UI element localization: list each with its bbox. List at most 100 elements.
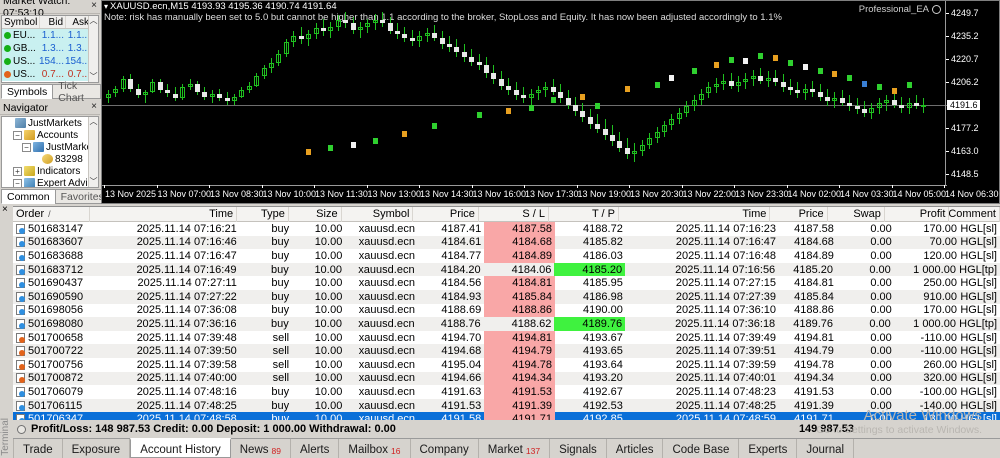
tree-expander-icon[interactable]: [31, 155, 40, 164]
tab-company[interactable]: Company: [411, 439, 479, 458]
order-type-icon: [16, 305, 25, 316]
column-header-open-price[interactable]: Price: [413, 207, 479, 222]
time-tick-label: 13 Nov 17:30: [524, 185, 579, 199]
tab-trade[interactable]: Trade: [13, 439, 63, 458]
account-history-table[interactable]: Order / Time Type Size Symbol Price S / L…: [13, 206, 1000, 420]
column-header-size[interactable]: Size: [289, 207, 342, 222]
order-cell: 501698056: [13, 304, 91, 318]
scroll-down-icon[interactable]: ﹀: [89, 177, 98, 186]
navigator-item-expert-advisor[interactable]: − Expert Advisor: [2, 177, 98, 187]
tree-expander-icon[interactable]: −: [13, 130, 22, 140]
table-row[interactable]: 501690590 2025.11.14 07:27:22 buy 10.00 xauu…: [13, 289, 1000, 304]
close-icon[interactable]: ×: [2, 204, 8, 215]
navigator-item-justmarkets[interactable]: JustMarkets: [2, 117, 98, 129]
table-row[interactable]: 501698056 2025.11.14 07:36:08 buy 10.00 xauu…: [13, 303, 1000, 318]
table-row[interactable]: 501698080 2025.11.14 07:36:16 buy 10.00 xauu…: [13, 317, 1000, 331]
open-time-cell: 2025.11.14 07:27:22: [136, 290, 237, 303]
tab-favorites[interactable]: Favorites: [54, 189, 110, 204]
chart-panel[interactable]: ▾ XAUUSD.ecn,M15 4193.93 4195.36 4190.74 …: [101, 0, 1000, 204]
comment-cell: HGL[sl]: [960, 249, 997, 262]
tree-expander-icon[interactable]: +: [13, 166, 22, 176]
tab-articles[interactable]: Articles: [607, 439, 664, 458]
table-row[interactable]: 501706079 2025.11.14 07:48:16 buy 10.00 xauu…: [13, 385, 1000, 399]
tab-code-base[interactable]: Code Base: [663, 439, 740, 458]
open-time-cell: 2025.11.14 07:39:50: [136, 345, 237, 358]
column-header-comment[interactable]: Comment: [949, 207, 1000, 222]
column-header-order[interactable]: Order /: [13, 207, 91, 222]
column-header-bid[interactable]: Bid: [40, 16, 66, 28]
tab-account-history[interactable]: Account History: [130, 438, 231, 458]
tab-signals[interactable]: Signals: [550, 439, 607, 458]
order-cell: 501683688: [13, 249, 91, 263]
tree-expander-icon[interactable]: −: [22, 142, 31, 152]
table-row[interactable]: 501690437 2025.11.14 07:27:11 buy 10.00 xauu…: [13, 276, 1000, 290]
column-header-symbol[interactable]: Symbol: [2, 16, 40, 28]
column-header-close-price[interactable]: Price: [770, 207, 828, 222]
scroll-up-icon[interactable]: ︿: [89, 16, 98, 25]
tab-market[interactable]: Market 137: [479, 439, 551, 458]
trade-marker-buy: [847, 75, 853, 81]
tab-mailbox[interactable]: Mailbox 16: [339, 439, 411, 458]
price-tick-label: 4148.5: [946, 169, 979, 179]
tree-expander-icon[interactable]: [4, 119, 13, 128]
column-header-swap[interactable]: Swap: [828, 207, 885, 222]
column-header-type[interactable]: Type: [237, 207, 289, 222]
summary-icon: [17, 424, 26, 434]
navigator-item-justmarket[interactable]: − JustMarket: [2, 141, 98, 153]
column-header-symbol[interactable]: Symbol: [342, 207, 414, 222]
market-watch-row[interactable]: US... 154... 154...: [2, 55, 98, 68]
table-row[interactable]: 501700756 2025.11.14 07:39:58 sell 10.00 xau…: [13, 357, 1000, 372]
tab-tick-chart[interactable]: Tick Chart: [52, 80, 101, 104]
tab-symbols[interactable]: Symbols: [1, 84, 54, 99]
table-row[interactable]: 501700872 2025.11.14 07:40:00 sell 10.00 xau…: [13, 371, 1000, 386]
scroll-up-icon[interactable]: ︿: [89, 117, 98, 126]
chevron-down-icon[interactable]: ▾: [104, 2, 109, 11]
time-tick-label: 14 Nov 02:00: [786, 185, 842, 199]
column-header-take-profit[interactable]: T / P: [549, 207, 620, 222]
tab-common[interactable]: Common: [1, 189, 56, 204]
order-cell: 501683712: [13, 263, 91, 277]
navigator-scrollbar[interactable]: ︿ ﹀: [88, 117, 98, 187]
navigator-item-accounts[interactable]: − Accounts: [2, 129, 98, 141]
market-watch-row[interactable]: EU... 1.1... 1.1...: [2, 29, 98, 42]
table-row[interactable]: 501683688 2025.11.14 07:16:47 buy 10.00 xauu…: [13, 249, 1000, 263]
market-watch-scrollbar[interactable]: ︿ ﹀: [88, 16, 98, 82]
market-watch-grid[interactable]: Symbol Bid Ask EU... 1.1... 1.1... GB... 1.3…: [1, 15, 99, 83]
market-watch-row[interactable]: US... 0.7... 0.7...: [2, 68, 98, 81]
column-header-profit[interactable]: Profit: [885, 207, 950, 222]
take-profit-cell: 4188.72: [583, 222, 623, 235]
tab-news[interactable]: News 89: [231, 439, 291, 458]
tab-badge: 89: [271, 446, 281, 456]
profit-cell: 250.00: [923, 277, 958, 290]
table-row[interactable]: 501700658 2025.11.14 07:39:48 sell 10.00 xau…: [13, 330, 1000, 345]
tab-journal[interactable]: Journal: [797, 439, 855, 458]
profit-cell: 1 000.00: [913, 263, 956, 276]
table-row[interactable]: 501683607 2025.11.14 07:16:46 buy 10.00 xauu…: [13, 235, 1000, 250]
table-row[interactable]: 501683147 2025.11.14 07:16:21 buy 10.00 xauu…: [13, 222, 1000, 236]
order-id: 501700756: [28, 358, 84, 371]
tab-alerts[interactable]: Alerts: [291, 439, 340, 458]
tab-experts[interactable]: Experts: [739, 439, 798, 458]
navigator-item-83298[interactable]: 83298: [2, 153, 98, 165]
open-price-cell: 4191.58: [441, 413, 482, 420]
column-header-stop-loss[interactable]: S / L: [479, 207, 549, 222]
tab-exposure[interactable]: Exposure: [63, 439, 131, 458]
column-header-open-time[interactable]: Time: [90, 207, 238, 222]
navigator-item-indicators[interactable]: + Indicators: [2, 165, 98, 177]
chart-plot-area[interactable]: [102, 1, 947, 186]
price-axis[interactable]: 4249.7 4235.2 4220.7 4206.2 4177.2 4163.0 4148…: [945, 1, 999, 186]
ask-cell: 1.1...: [67, 30, 90, 41]
table-row[interactable]: 501706347 2025.11.14 07:48:58 buy 10.00 xauu…: [13, 412, 1000, 420]
close-icon[interactable]: ×: [91, 101, 97, 112]
open-time-cell: 2025.11.14 07:48:58: [136, 413, 237, 420]
table-row[interactable]: 501706115 2025.11.14 07:48:25 buy 10.00 xauu…: [13, 398, 1000, 413]
scroll-down-icon[interactable]: ﹀: [89, 72, 98, 81]
table-row[interactable]: 501700722 2025.11.14 07:39:50 sell 10.00 xau…: [13, 344, 1000, 358]
market-watch-row[interactable]: GB... 1.3... 1.3...: [2, 42, 98, 55]
navigator-tree[interactable]: JustMarkets − Accounts − JustMarket 83298 + Ind…: [1, 116, 99, 188]
time-axis[interactable]: 13 Nov 2025 13 Nov 07:00 13 Nov 08:30 13 No…: [102, 185, 999, 203]
column-header-close-time[interactable]: Time: [619, 207, 771, 222]
close-icon[interactable]: ×: [91, 0, 97, 11]
table-row[interactable]: 501683712 2025.11.14 07:16:49 buy 10.00 xauu…: [13, 262, 1000, 277]
tree-expander-icon[interactable]: −: [13, 178, 22, 187]
